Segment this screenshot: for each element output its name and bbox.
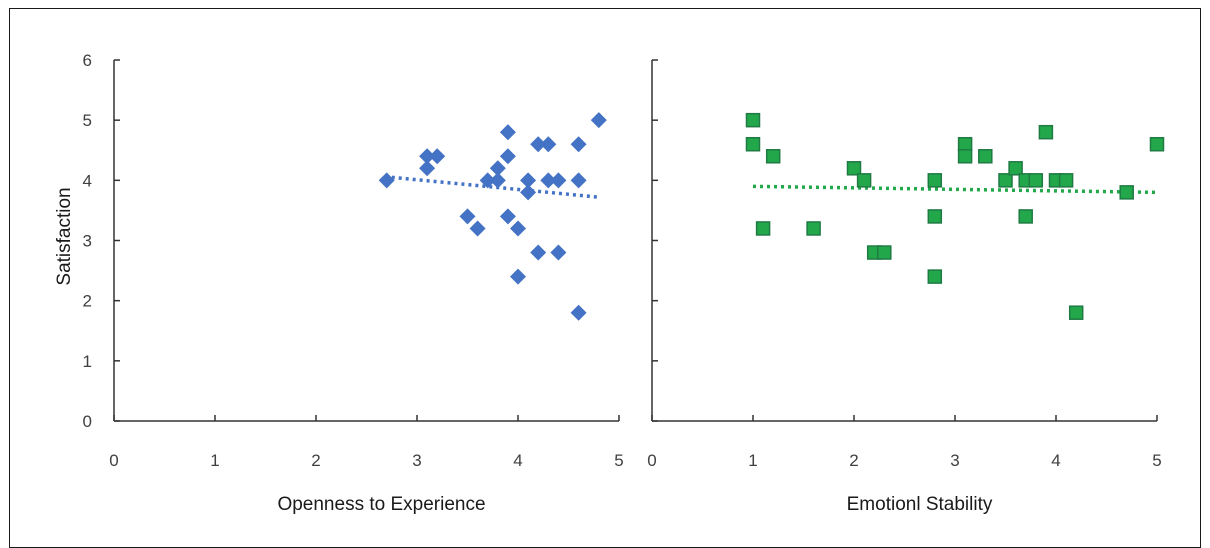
data-point	[1008, 161, 1023, 176]
data-point	[755, 221, 771, 236]
data-point	[489, 172, 506, 189]
data-point	[1028, 173, 1044, 188]
x-tick-label: 3	[950, 451, 959, 470]
data-point	[419, 148, 436, 165]
x-tick-label: 3	[412, 451, 421, 470]
data-point	[378, 172, 395, 189]
x-tick-label: 0	[647, 451, 656, 470]
data-point	[550, 172, 567, 189]
data-point	[489, 160, 506, 177]
data-point	[978, 149, 993, 164]
data-point	[530, 244, 547, 261]
y-tick-label: 1	[83, 352, 92, 371]
data-point	[540, 136, 557, 153]
data-point	[550, 244, 567, 261]
data-point	[806, 221, 821, 236]
y-tick-label: 3	[83, 232, 92, 251]
data-point	[459, 208, 476, 225]
data-point	[877, 245, 892, 260]
data-point	[499, 208, 516, 225]
trendline	[752, 184, 1158, 195]
x-tick-label: 2	[849, 451, 858, 470]
data-point	[1038, 124, 1054, 140]
data-point	[570, 136, 587, 153]
data-point	[570, 172, 587, 189]
data-point	[745, 112, 761, 128]
data-point	[846, 161, 862, 176]
data-point	[469, 220, 486, 237]
y-tick-label: 2	[83, 292, 92, 311]
data-point	[570, 304, 587, 321]
x-tick-label: 1	[210, 451, 219, 470]
data-point	[927, 173, 943, 188]
x-tick-label: 5	[1152, 451, 1161, 470]
y-tick-label: 5	[83, 111, 92, 130]
scatter-charts: 0 1 2 3 4 5 6 0 1 2 3 4 5 Openness to Experience Satis…	[54, 51, 1165, 515]
data-point	[856, 173, 872, 188]
data-point	[927, 269, 943, 284]
x-tick-label: 2	[311, 451, 320, 470]
data-point	[1058, 173, 1074, 188]
data-point	[957, 149, 973, 164]
data-point	[540, 172, 557, 189]
data-point	[499, 124, 516, 141]
data-point	[1149, 136, 1165, 152]
x-axis-title: Emotionl Stability	[847, 494, 993, 515]
data-point	[520, 184, 537, 201]
x-tick-label: 0	[109, 451, 118, 470]
data-point	[479, 172, 496, 189]
data-point	[429, 148, 446, 165]
data-point	[520, 172, 537, 189]
x-tick-label: 5	[614, 451, 623, 470]
y-tick-label: 0	[83, 412, 92, 431]
x-tick-label: 4	[1051, 451, 1060, 470]
data-point	[1119, 185, 1134, 200]
x-tick-label: 1	[748, 451, 757, 470]
data-point	[530, 136, 547, 153]
y-axis-title: Satisfaction	[54, 187, 75, 285]
data-point	[927, 209, 943, 224]
data-point	[1068, 305, 1084, 320]
data-point	[1018, 209, 1033, 224]
y-tick-label: 4	[83, 171, 92, 190]
data-point	[499, 148, 516, 165]
x-axis-title: Openness to Experience	[277, 494, 485, 515]
data-point	[590, 112, 607, 129]
data-point	[419, 160, 436, 177]
data-point	[510, 220, 526, 237]
x-tick-label: 4	[513, 451, 522, 470]
data-point	[957, 136, 973, 152]
data-point	[998, 173, 1013, 188]
data-point	[765, 149, 781, 164]
data-point	[745, 136, 761, 152]
y-tick-label: 6	[83, 51, 92, 70]
data-point	[510, 268, 526, 285]
